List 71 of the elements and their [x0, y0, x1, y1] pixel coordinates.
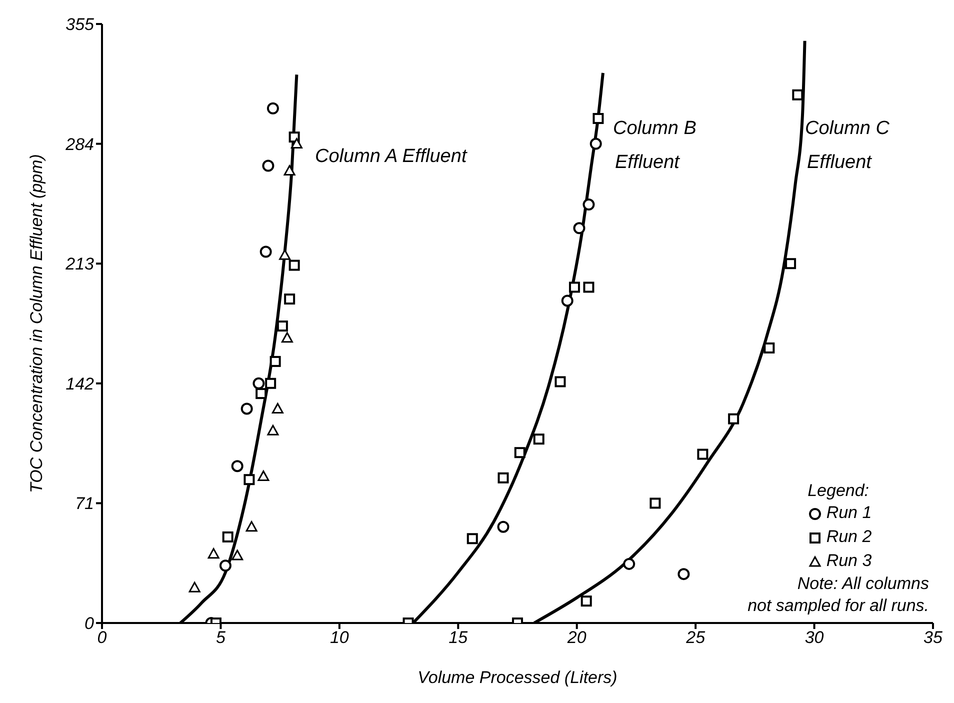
point [252, 377, 265, 390]
point [267, 424, 279, 436]
annotation: Note: All columns not sampled for all runs. [748, 573, 929, 617]
y-axis-title: TOC Concentration in Column Effluent (ppm) [27, 154, 46, 493]
y-tick-label: 142 [66, 374, 95, 394]
point [678, 568, 690, 580]
x-tick-label: 5 [216, 628, 226, 648]
point [288, 260, 300, 271]
point [466, 533, 478, 544]
point [240, 402, 253, 415]
legend-label: Run 3 [825, 550, 873, 572]
y-tick-label: 284 [64, 134, 94, 154]
point [188, 582, 200, 592]
point [592, 112, 604, 124]
point [262, 160, 274, 172]
point [265, 378, 276, 389]
y-tick-label: 71 [75, 494, 94, 514]
y-tick-label: 355 [66, 15, 95, 34]
x-tick-label: 10 [330, 628, 350, 648]
x-tick-label: 35 [924, 628, 943, 648]
point [533, 434, 544, 445]
legend-label: Run 2 [825, 526, 873, 548]
y-tick-label: 0 [84, 614, 95, 634]
point [246, 521, 258, 532]
point [260, 246, 272, 258]
point [222, 531, 234, 542]
point [590, 138, 602, 150]
point [266, 102, 279, 114]
point [583, 282, 594, 293]
x-tick-label: 30 [804, 628, 824, 648]
point [231, 460, 244, 472]
point [514, 447, 526, 458]
annotation: Column C Effluent [805, 118, 890, 173]
point [728, 413, 740, 424]
annotation: Column B Effluent [613, 118, 697, 173]
point [498, 472, 509, 484]
legend-title: Legend: [808, 481, 870, 501]
point [276, 320, 288, 332]
point [568, 282, 580, 293]
x-tick-label: 0 [97, 628, 108, 648]
point [256, 388, 267, 400]
x-axis-title: Volume Processed (Liters) [418, 668, 618, 687]
point [497, 520, 510, 533]
x-tick-label: 15 [448, 628, 468, 648]
point [554, 376, 566, 388]
x-tick-label: 25 [685, 628, 706, 648]
point [582, 198, 595, 211]
point [697, 448, 708, 460]
y-tick-label: 213 [64, 254, 95, 274]
point [792, 89, 804, 100]
point [258, 470, 270, 481]
point [270, 356, 281, 367]
point [232, 550, 244, 560]
point [623, 558, 636, 570]
point [561, 294, 574, 307]
point [573, 222, 586, 234]
point [284, 165, 296, 176]
point [208, 548, 220, 559]
annotation: Column A Effluent [315, 146, 468, 167]
point [650, 498, 661, 509]
point [272, 402, 284, 414]
point [219, 560, 232, 572]
x-tick-label: 20 [566, 628, 587, 648]
point [764, 342, 775, 354]
point [284, 294, 296, 305]
legend-label: Run 1 [825, 502, 873, 524]
point [290, 138, 302, 149]
point [580, 596, 592, 607]
point [785, 258, 796, 270]
point [281, 332, 293, 343]
point [244, 474, 255, 486]
